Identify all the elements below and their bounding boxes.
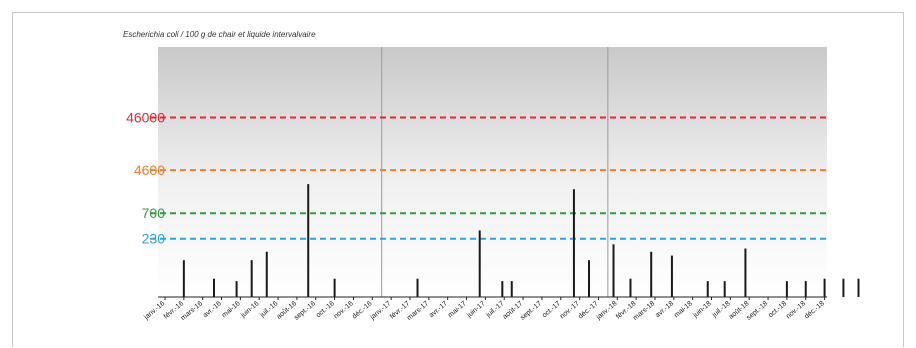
x-tick-label-16: avr.-17 xyxy=(428,300,449,319)
bar-9 xyxy=(478,230,481,297)
chart-svg: Escherichia coli / 100 g de chair et liq… xyxy=(123,30,860,322)
x-tick-label-1: janv.-16 xyxy=(142,300,166,322)
threshold-label-4600: 4600 xyxy=(134,162,165,178)
bar-22 xyxy=(804,281,807,297)
bar-25 xyxy=(857,278,860,297)
bar-5 xyxy=(265,251,268,297)
x-tick-label-29: mai-18 xyxy=(673,300,694,319)
bar-1 xyxy=(182,260,185,297)
bar-24 xyxy=(842,278,845,297)
x-tick-label-18: juin-17 xyxy=(465,300,486,320)
x-tick-label-21: sept.-17 xyxy=(519,300,543,322)
bars xyxy=(182,184,860,297)
bar-15 xyxy=(629,278,632,297)
bar-18 xyxy=(706,281,709,297)
bar-13 xyxy=(588,260,591,297)
bar-4 xyxy=(250,260,253,297)
threshold-label-46000: 46000 xyxy=(126,109,165,125)
x-tick-label-30: juin-18 xyxy=(691,300,712,320)
x-tick-label-28: avr.-18 xyxy=(654,300,675,319)
x-tick-label-35: nov.-18 xyxy=(785,300,807,320)
x-tick-label-4: avr.-16 xyxy=(202,300,223,319)
bar-6 xyxy=(307,184,310,297)
x-tick-label-11: nov.-16 xyxy=(333,300,355,320)
bar-3 xyxy=(235,281,238,297)
bar-16 xyxy=(650,251,653,297)
x-tick-label-17: mai-17 xyxy=(447,300,468,319)
bar-21 xyxy=(785,281,788,297)
year-separators xyxy=(381,47,609,297)
x-tick-label-3: mars-16 xyxy=(180,300,204,322)
x-tick-label-15: mars-17 xyxy=(406,300,430,322)
bar-2 xyxy=(212,278,215,297)
x-tick-label-36: déc.-18 xyxy=(803,300,825,320)
bar-17 xyxy=(670,255,673,297)
x-tick-labels: janv.-16févr.-16mars-16avr.-16mai-16juin… xyxy=(142,300,826,322)
chart-frame: Escherichia coli / 100 g de chair et liq… xyxy=(12,12,904,347)
x-tick-label-25: janv.-18 xyxy=(595,300,619,322)
x-tick-marks xyxy=(164,297,826,300)
bar-7 xyxy=(333,278,336,297)
x-tick-label-33: sept.-18 xyxy=(745,300,769,322)
threshold-lines xyxy=(150,116,827,240)
plot-area xyxy=(158,47,827,297)
x-tick-label-13: janv.-17 xyxy=(368,300,392,322)
bar-19 xyxy=(723,281,726,297)
bar-11 xyxy=(510,281,513,297)
x-tick-label-23: nov.-17 xyxy=(559,300,581,320)
threshold-label-230: 230 xyxy=(142,231,166,247)
x-tick-label-6: juin-16 xyxy=(239,300,260,320)
bar-14 xyxy=(612,244,615,297)
bar-8 xyxy=(416,278,419,297)
bar-23 xyxy=(823,278,826,297)
x-tick-label-27: mars-18 xyxy=(632,300,656,322)
bar-10 xyxy=(501,281,504,297)
threshold-label-700: 700 xyxy=(142,205,166,221)
x-tick-label-5: mai-16 xyxy=(221,300,242,319)
bar-12 xyxy=(572,189,575,297)
chart-title: Escherichia coli / 100 g de chair et liq… xyxy=(123,30,316,39)
bar-20 xyxy=(744,248,747,297)
threshold-labels: 46000 4600 700 230 xyxy=(126,109,165,246)
x-tick-label-9: sept.-16 xyxy=(293,300,317,322)
